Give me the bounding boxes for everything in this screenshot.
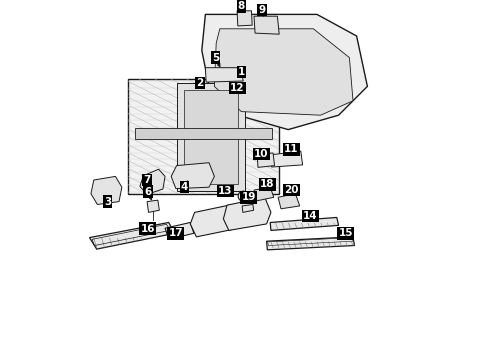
Text: 16: 16	[141, 224, 155, 234]
Polygon shape	[135, 128, 272, 139]
Polygon shape	[278, 194, 300, 209]
Polygon shape	[254, 187, 274, 201]
Text: 8: 8	[238, 1, 245, 12]
Text: 11: 11	[284, 144, 298, 154]
Polygon shape	[271, 151, 303, 167]
Polygon shape	[147, 200, 159, 212]
Circle shape	[241, 194, 245, 198]
Text: 9: 9	[259, 5, 266, 15]
Polygon shape	[128, 79, 279, 194]
Polygon shape	[91, 176, 122, 204]
Polygon shape	[257, 153, 274, 167]
Polygon shape	[184, 90, 238, 184]
Text: 20: 20	[285, 185, 299, 195]
Text: 7: 7	[144, 175, 151, 185]
Circle shape	[238, 191, 248, 201]
Polygon shape	[205, 68, 243, 82]
Polygon shape	[202, 14, 368, 130]
Text: 12: 12	[230, 83, 245, 93]
Polygon shape	[176, 83, 245, 191]
Text: 10: 10	[254, 149, 269, 159]
Polygon shape	[165, 222, 194, 239]
Polygon shape	[140, 169, 165, 194]
Text: 14: 14	[303, 211, 318, 221]
Polygon shape	[270, 217, 339, 230]
Polygon shape	[215, 29, 353, 115]
Text: 1: 1	[238, 67, 245, 77]
Text: 17: 17	[169, 228, 183, 238]
Polygon shape	[237, 11, 252, 26]
Text: 15: 15	[339, 228, 353, 238]
Text: 3: 3	[104, 197, 111, 207]
Text: 13: 13	[218, 186, 232, 196]
Polygon shape	[190, 205, 234, 237]
Text: 19: 19	[242, 192, 256, 202]
Text: 4: 4	[181, 182, 188, 192]
Text: 18: 18	[260, 179, 274, 189]
Polygon shape	[171, 163, 215, 189]
Polygon shape	[90, 222, 175, 249]
Polygon shape	[242, 204, 254, 212]
Text: 5: 5	[212, 53, 219, 63]
Text: 2: 2	[196, 78, 204, 88]
Text: 6: 6	[144, 186, 151, 197]
Polygon shape	[223, 197, 271, 230]
Polygon shape	[267, 237, 354, 250]
Polygon shape	[254, 16, 279, 34]
